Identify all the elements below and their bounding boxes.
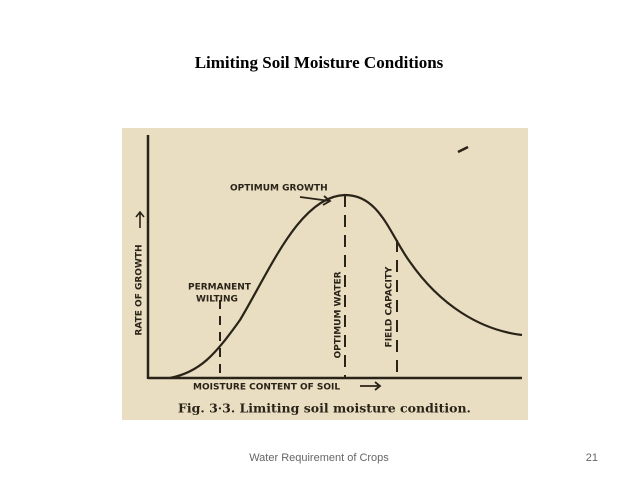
optimum-arrow (299, 195, 332, 206)
wilting-label: WILTING (196, 295, 238, 305)
y-arrow (135, 210, 145, 228)
footer-text: Water Requirement of Crops (249, 452, 389, 464)
x-axis-label: MOISTURE CONTENT OF SOIL (193, 383, 340, 393)
optimum-water-label: OPTIMUM WATER (334, 271, 344, 358)
x-arrow (360, 381, 382, 391)
figure-background (122, 128, 528, 420)
optimum-growth-label: OPTIMUM GROWTH (230, 184, 328, 194)
slide-title: Limiting Soil Moisture Conditions (195, 53, 444, 72)
mark (457, 145, 469, 154)
figure-drawing (135, 135, 523, 391)
wilting-label: PERMANENT (188, 283, 252, 293)
figure-caption: Fig. 3·3. Limiting soil moisture conditi… (178, 401, 471, 416)
y-axis-label: RATE OF GROWTH (135, 244, 145, 335)
page-number: 21 (586, 452, 598, 464)
field-capacity-label: FIELD CAPACITY (385, 266, 395, 347)
